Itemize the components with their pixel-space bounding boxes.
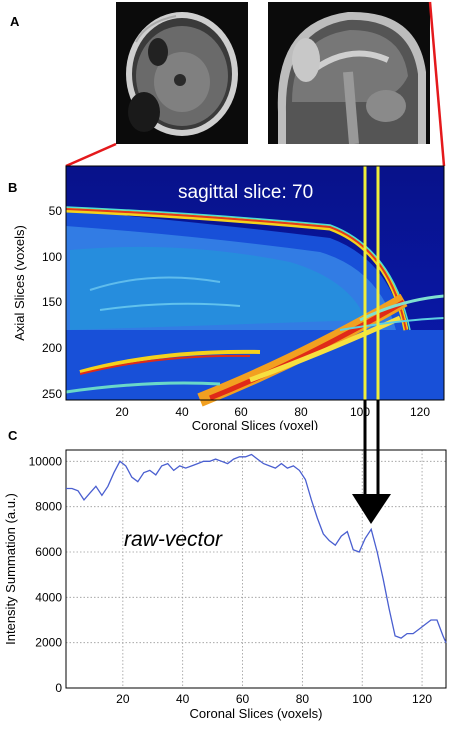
panel-b-yticks: 50 100 150 200 250 <box>42 204 62 401</box>
panel-b-ytick: 200 <box>42 341 62 355</box>
panel-b-xtick: 60 <box>234 405 248 419</box>
chart-xtick: 20 <box>116 692 130 706</box>
series-line <box>66 453 447 643</box>
chart-annotation: raw-vector <box>124 528 223 551</box>
panel-b-xtick: 20 <box>115 405 129 419</box>
chart-xticks: 20 40 60 80 100 120 <box>116 692 432 706</box>
sagittal-mri-image <box>268 2 430 144</box>
slice-marker-lines <box>363 166 380 400</box>
panel-b-label: B <box>8 180 18 195</box>
chart-xtick: 60 <box>236 692 250 706</box>
chart-xtick: 120 <box>412 692 432 706</box>
chart-xlabel: Coronal Slices (voxels) <box>190 706 323 721</box>
panel-b-xtick: 100 <box>350 405 370 419</box>
chart-xtick: 80 <box>296 692 310 706</box>
panel-b-xtick: 120 <box>410 405 430 419</box>
pointer-arrow-head <box>352 494 391 524</box>
chart-axes-frame <box>65 449 447 689</box>
chart-ytick: 8000 <box>35 500 62 514</box>
panel-a-label: A <box>10 14 20 29</box>
chart-ytick: 2000 <box>35 636 62 650</box>
panel-b-axes-frame <box>65 165 445 401</box>
panel-b-ytick: 50 <box>49 204 63 218</box>
chart-yticks: 0 2000 4000 6000 8000 10000 <box>29 454 63 695</box>
chart-xtick: 40 <box>176 692 190 706</box>
panel-b-figure: sagittal slice: 70 20 40 60 80 100 120 5… <box>12 1 446 430</box>
chart-ytick: 0 <box>55 681 62 695</box>
chart-ytick: 4000 <box>35 590 62 604</box>
chart-ytick: 10000 <box>29 454 63 468</box>
connector-right <box>428 1 446 167</box>
panel-b-ytick: 100 <box>42 250 62 264</box>
panel-b-xticks: 20 40 60 80 100 120 <box>115 405 430 419</box>
chart-grid <box>66 450 446 689</box>
sagittal-heatmap <box>65 166 445 407</box>
panel-b-ylabel: Axial Slices (voxels) <box>12 225 27 341</box>
chart-ytick: 6000 <box>35 545 62 559</box>
panel-b-xtick: 80 <box>294 405 308 419</box>
panel-b-xtick: 40 <box>175 405 189 419</box>
panel-b-ytick: 250 <box>42 387 62 401</box>
panel-b-xlabel: Coronal Slices (voxel) <box>192 418 318 430</box>
panel-c-label: C <box>8 428 18 443</box>
sagittal-slice-label: sagittal slice: 70 <box>178 182 313 203</box>
chart-xtick: 100 <box>352 692 372 706</box>
connector-left <box>65 142 117 168</box>
axial-mri-image <box>116 2 248 144</box>
chart-ylabel: Intensity Summation (a.u.) <box>3 493 18 645</box>
panel-b-ytick: 150 <box>42 295 62 309</box>
